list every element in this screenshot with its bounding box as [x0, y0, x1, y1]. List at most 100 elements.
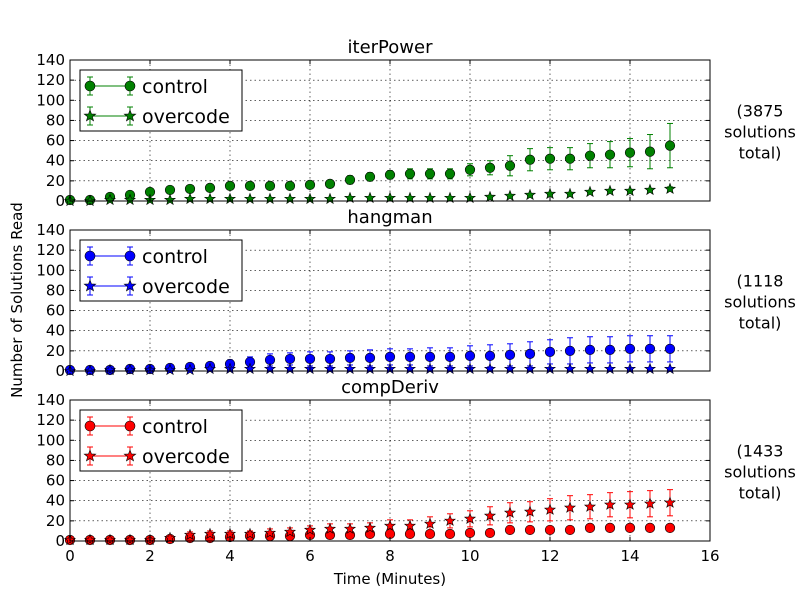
data-point-control — [244, 180, 256, 191]
y-tick-label: 0 — [55, 192, 65, 210]
data-point-control — [444, 351, 456, 363]
solutions-note: solutions — [724, 463, 796, 482]
y-tick-label: 100 — [36, 261, 65, 279]
legend-box — [79, 239, 243, 302]
legend-label-control: control — [142, 246, 208, 268]
legend-marker — [83, 279, 97, 292]
data-point-overcode — [323, 522, 337, 535]
data-point-control — [604, 522, 616, 534]
data-point-control — [344, 174, 356, 185]
data-point-control — [584, 344, 596, 355]
y-tick-label: 60 — [46, 132, 65, 150]
data-point-control — [384, 169, 396, 180]
solutions-note: solutions — [724, 123, 796, 142]
data-point-control — [204, 182, 216, 194]
solutions-note: (1118 — [737, 272, 784, 291]
data-point-control — [324, 178, 336, 189]
data-point-control — [404, 351, 416, 363]
y-tick-label: 120 — [36, 411, 65, 429]
data-point-control — [364, 352, 376, 364]
data-point-control — [604, 149, 616, 160]
data-point-control — [524, 154, 536, 165]
data-point-overcode — [423, 517, 437, 530]
x-tick-label: 12 — [540, 547, 559, 565]
legend-marker — [124, 250, 136, 262]
data-point-control — [664, 343, 676, 354]
data-point-control — [524, 348, 536, 359]
y-tick-label: 120 — [36, 241, 65, 259]
y-tick-label: 40 — [46, 492, 65, 510]
data-point-overcode — [83, 194, 97, 207]
data-point-overcode — [303, 523, 317, 536]
x-tick-label: 4 — [225, 547, 235, 565]
x-tick-label: 2 — [145, 547, 155, 565]
legend-marker — [123, 109, 137, 122]
data-point-overcode — [183, 528, 197, 541]
x-tick-label: 14 — [620, 547, 639, 565]
legend-marker — [84, 250, 96, 262]
data-point-overcode — [203, 527, 217, 540]
data-point-overcode — [103, 363, 117, 376]
data-point-control — [164, 184, 176, 196]
data-point-overcode — [283, 525, 297, 538]
data-point-control — [564, 345, 576, 356]
data-point-control — [264, 180, 276, 191]
data-point-overcode — [83, 364, 97, 377]
panel-iterPower: 0 20 40 60 80 100 120 140 iterPower control overco… — [36, 37, 795, 210]
y-tick-label: 40 — [46, 322, 65, 340]
data-point-overcode — [263, 526, 277, 539]
legend-marker — [123, 279, 137, 292]
data-point-control — [484, 162, 496, 173]
data-point-overcode — [403, 519, 417, 532]
data-point-overcode — [503, 506, 517, 518]
data-point-overcode — [543, 503, 557, 515]
data-point-overcode — [523, 505, 537, 517]
data-point-control — [384, 351, 396, 363]
data-point-control — [624, 522, 636, 534]
legend-label-overcode: overcode — [142, 276, 230, 298]
data-point-control — [584, 522, 596, 534]
data-point-control — [344, 352, 356, 364]
data-point-control — [184, 183, 196, 195]
legend: control overcode — [79, 69, 243, 132]
data-point-control — [504, 524, 516, 536]
data-point-overcode — [423, 191, 437, 204]
data-point-overcode — [243, 527, 257, 540]
panels: 020406080100120140iterPowercontroloverco… — [36, 37, 795, 565]
solutions-note: total) — [739, 314, 782, 333]
solutions-note: (3875 — [737, 102, 784, 121]
panel-title: iterPower — [348, 37, 434, 58]
data-point-overcode — [543, 187, 557, 200]
data-point-control — [484, 350, 496, 361]
data-point-overcode — [163, 363, 177, 376]
data-point-control — [564, 524, 576, 536]
data-point-overcode — [383, 519, 397, 532]
data-point-control — [564, 153, 576, 164]
solutions-note: solutions — [724, 293, 796, 312]
data-point-control — [224, 180, 236, 191]
y-tick-label: 80 — [46, 451, 65, 469]
x-tick-label: 16 — [700, 547, 719, 565]
data-point-overcode — [363, 191, 377, 204]
data-point-overcode — [123, 193, 137, 206]
data-point-overcode — [583, 185, 597, 198]
data-point-control — [644, 522, 656, 534]
series-overcode — [63, 182, 677, 207]
data-point-overcode — [123, 533, 137, 546]
legend-marker — [123, 449, 137, 462]
data-point-overcode — [503, 189, 517, 202]
data-point-control — [444, 528, 456, 540]
data-point-control — [284, 180, 296, 191]
data-point-control — [644, 146, 656, 157]
data-point-overcode — [343, 522, 357, 535]
y-tick-label: 0 — [55, 532, 65, 550]
y-tick-label: 40 — [46, 152, 65, 170]
data-point-control — [504, 349, 516, 360]
x-axis-label: Time (Minutes) — [333, 570, 446, 588]
legend-marker — [84, 80, 96, 92]
legend-marker — [83, 109, 97, 122]
data-point-control — [424, 351, 436, 363]
legend: control overcode — [79, 239, 243, 302]
data-point-control — [664, 522, 676, 534]
